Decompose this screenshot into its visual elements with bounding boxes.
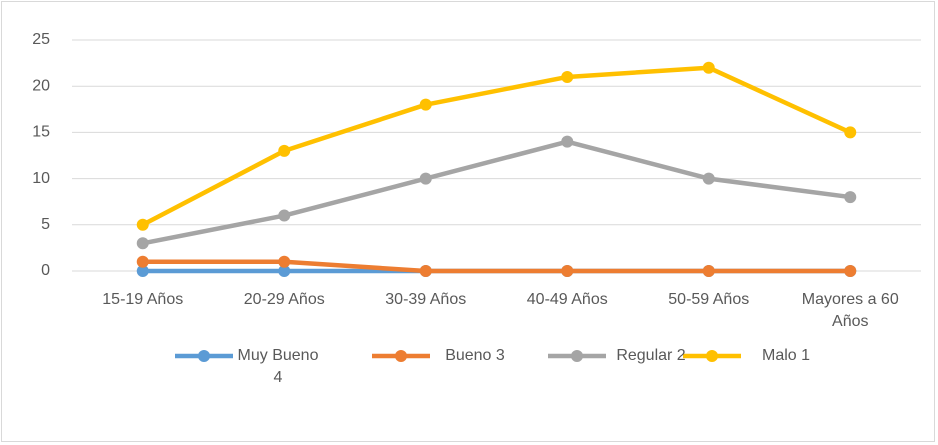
y-tick-label: 20 — [32, 77, 50, 94]
data-point — [844, 191, 857, 204]
legend-label: Muy Bueno 4 — [237, 347, 319, 386]
x-tick-label: 50-59 Años — [668, 291, 750, 308]
y-tick-label: 10 — [32, 170, 50, 187]
data-point — [136, 265, 149, 277]
legend-label: Malo 1 — [761, 347, 811, 364]
series-line — [140, 259, 853, 274]
x-tick-label: Mayores a 60 Años — [801, 291, 899, 330]
data-point — [136, 255, 149, 268]
x-tick-label: 40-49 Años — [526, 291, 608, 308]
series-line — [140, 139, 853, 246]
data-point — [844, 126, 857, 139]
data-point — [419, 98, 432, 111]
data-point — [278, 144, 291, 157]
data-point — [844, 265, 857, 277]
data-point — [278, 255, 291, 268]
data-point — [419, 265, 432, 277]
data-point — [702, 265, 715, 277]
data-point — [419, 172, 432, 185]
data-point — [561, 135, 574, 148]
data-point — [136, 237, 149, 250]
data-point — [561, 265, 574, 277]
y-tick-label: 25 — [32, 31, 50, 48]
legend-label: Bueno 3 — [445, 347, 505, 364]
x-tick-label: 20-29 Años — [243, 291, 325, 308]
data-point — [136, 218, 149, 231]
data-point — [278, 265, 291, 277]
y-tick-label: 5 — [41, 216, 50, 233]
legend-label: Regular 2 — [616, 347, 686, 364]
data-point — [561, 70, 574, 83]
x-tick-label: 30-39 Años — [385, 291, 467, 308]
legend-marker — [571, 350, 583, 362]
data-point — [278, 209, 291, 222]
data-point — [702, 61, 715, 74]
legend-marker — [706, 350, 718, 362]
y-tick-label: 15 — [32, 124, 50, 141]
x-tick-label: 15-19 Años — [102, 291, 184, 308]
y-tick-label: 0 — [41, 262, 50, 279]
legend-marker — [395, 350, 407, 362]
legend-marker — [198, 350, 210, 362]
data-point — [702, 172, 715, 185]
series-line — [140, 65, 853, 228]
